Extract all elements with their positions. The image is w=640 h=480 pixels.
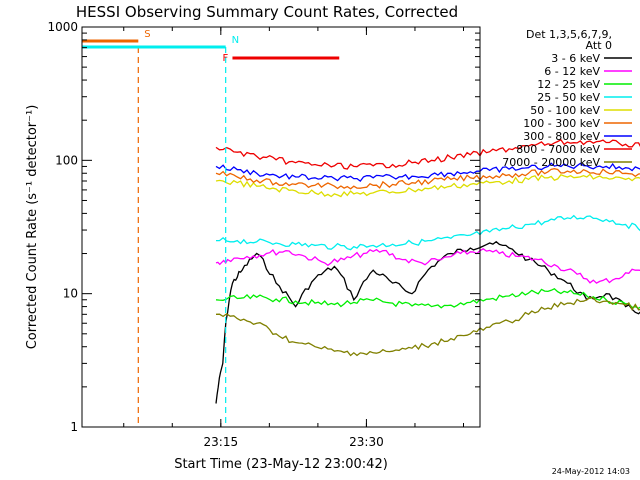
- series-line-50-100-kev: [215, 173, 640, 198]
- series-line-100-300-kev: [215, 168, 640, 190]
- y-axis-label: Corrected Count Rate (s⁻¹ detector⁻¹): [25, 105, 40, 350]
- series-line-25-50-kev: [216, 214, 640, 251]
- y-tick-label: 100: [55, 153, 78, 167]
- chart-title: HESSI Observing Summary Count Rates, Cor…: [76, 3, 458, 21]
- series-layer: [215, 138, 640, 404]
- y-tick-label: 10: [63, 287, 78, 301]
- series-line-7000-20000-kev: [215, 296, 640, 357]
- axis-layer: 1 10 100 1000 23:15 23:30: [47, 20, 480, 449]
- series-line-800-7000-kev: [215, 138, 640, 170]
- flag-label-s: S: [144, 29, 150, 40]
- x-axis-label: Start Time (23-May-12 23:00:42): [174, 457, 388, 472]
- marker-layer: [137, 47, 227, 427]
- plot-frame: [81, 26, 481, 428]
- legend-label-100-300-kev: 100 - 300 keV: [523, 117, 600, 130]
- legend-label-800-7000-kev: 800 - 7000 keV: [516, 143, 600, 156]
- flag-label-f: F: [222, 53, 228, 64]
- legend-label-300-800-kev: 300 - 800 keV: [523, 130, 600, 143]
- legend-label-50-100-kev: 50 - 100 keV: [530, 104, 600, 117]
- series-line-3-6-kev: [215, 240, 640, 404]
- legend-label-12-25-kev: 12 - 25 keV: [537, 78, 600, 91]
- y-tick-label: 1000: [47, 20, 78, 34]
- legend-header: Att 0: [586, 39, 612, 52]
- footer-date: 24-May-2012 14:03: [552, 467, 630, 476]
- x-tick-label: 23:30: [349, 435, 384, 449]
- legend-label-3-6-kev: 3 - 6 keV: [551, 52, 600, 65]
- flag-layer: S NF: [82, 29, 340, 64]
- series-line-300-800-kev: [215, 162, 640, 183]
- flag-label-n: N: [232, 35, 239, 46]
- series-line-12-25-kev: [215, 288, 640, 310]
- legend-label-6-12-kev: 6 - 12 keV: [544, 65, 600, 78]
- legend-header: Det 1,3,5,6,7,9,: [526, 28, 612, 41]
- series-line-6-12-kev: [215, 248, 640, 284]
- x-tick-label: 23:15: [204, 435, 239, 449]
- legend-label-25-50-kev: 25 - 50 keV: [537, 91, 600, 104]
- y-tick-label: 1: [70, 420, 78, 434]
- legend-label-7000-20000-kev: 7000 - 20000 keV: [502, 156, 600, 169]
